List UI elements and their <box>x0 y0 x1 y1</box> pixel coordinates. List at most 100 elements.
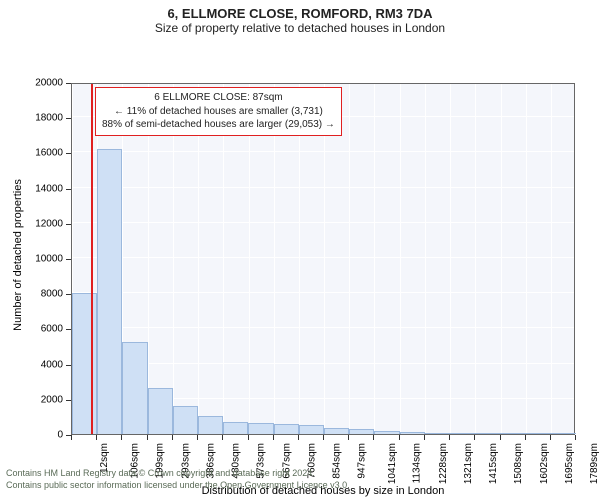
gridline-v <box>425 84 426 434</box>
x-tick <box>273 435 274 440</box>
histogram-bar <box>324 428 349 434</box>
marker-line <box>91 84 93 434</box>
x-tick-label: 1134sqm <box>412 443 423 483</box>
x-tick <box>298 435 299 440</box>
annotation-line: ← 11% of detached houses are smaller (3,… <box>102 105 335 119</box>
histogram-bar <box>526 433 551 434</box>
x-tick <box>248 435 249 440</box>
histogram-bar <box>349 429 374 434</box>
x-tick <box>449 435 450 440</box>
y-tick-label: 18000 <box>0 113 63 124</box>
x-tick <box>373 435 374 440</box>
x-tick <box>474 435 475 440</box>
x-tick <box>575 435 576 440</box>
x-tick <box>525 435 526 440</box>
gridline-v <box>374 84 375 434</box>
y-tick-label: 0 <box>0 430 63 441</box>
y-tick <box>66 365 71 366</box>
plot-area <box>71 83 575 435</box>
histogram-bar <box>425 433 450 434</box>
histogram-bar <box>374 431 399 434</box>
gridline-v <box>198 84 199 434</box>
y-tick-label: 20000 <box>0 78 63 89</box>
y-tick-label: 6000 <box>0 324 63 335</box>
y-tick <box>66 83 71 84</box>
x-tick <box>550 435 551 440</box>
x-tick <box>222 435 223 440</box>
gridline-v <box>551 84 552 434</box>
histogram-bar <box>551 433 576 434</box>
x-tick <box>323 435 324 440</box>
y-tick-label: 16000 <box>0 148 63 159</box>
gridline-v <box>576 84 577 434</box>
title-line2: Size of property relative to detached ho… <box>0 21 600 35</box>
y-axis-label: Number of detached properties <box>12 105 24 405</box>
x-tick-label: 947sqm <box>357 443 368 479</box>
y-tick-label: 8000 <box>0 289 63 300</box>
histogram-bar <box>299 425 324 434</box>
x-tick <box>172 435 173 440</box>
gridline-v <box>249 84 250 434</box>
histogram-bar <box>450 433 475 434</box>
x-tick <box>399 435 400 440</box>
histogram-bar <box>400 432 425 434</box>
gridline-v <box>299 84 300 434</box>
histogram-bar <box>122 342 147 434</box>
y-tick <box>66 153 71 154</box>
gridline-h <box>72 81 574 82</box>
footer-text: Contains HM Land Registry data © Crown c… <box>6 468 350 491</box>
x-tick <box>96 435 97 440</box>
title-line1: 6, ELLMORE CLOSE, ROMFORD, RM3 7DA <box>0 6 600 21</box>
gridline-v <box>223 84 224 434</box>
x-tick-label: 1228sqm <box>438 443 449 484</box>
histogram-bar <box>198 416 223 434</box>
annotation-line: 88% of semi-detached houses are larger (… <box>102 118 335 132</box>
histogram-bar <box>97 149 122 434</box>
annotation-box: 6 ELLMORE CLOSE: 87sqm← 11% of detached … <box>95 87 342 136</box>
x-tick-label: 1041sqm <box>387 443 398 484</box>
histogram-bar <box>274 424 299 434</box>
y-tick-label: 4000 <box>0 359 63 370</box>
x-tick-label: 1602sqm <box>539 443 550 484</box>
x-tick <box>121 435 122 440</box>
x-tick <box>147 435 148 440</box>
y-tick-label: 10000 <box>0 254 63 265</box>
x-tick-label: 1695sqm <box>564 443 575 484</box>
x-tick-label: 1321sqm <box>463 443 474 484</box>
y-tick <box>66 224 71 225</box>
y-tick-label: 12000 <box>0 218 63 229</box>
y-tick <box>66 189 71 190</box>
y-tick <box>66 294 71 295</box>
gridline-v <box>274 84 275 434</box>
histogram-bar <box>500 433 525 434</box>
y-tick-label: 2000 <box>0 394 63 405</box>
histogram-bar <box>72 293 97 434</box>
y-tick-label: 14000 <box>0 183 63 194</box>
y-tick <box>66 259 71 260</box>
x-tick <box>71 435 72 440</box>
footer-line1: Contains HM Land Registry data © Crown c… <box>6 468 350 480</box>
gridline-v <box>501 84 502 434</box>
x-tick <box>348 435 349 440</box>
histogram-bar <box>475 433 500 434</box>
gridline-v <box>173 84 174 434</box>
x-tick-label: 1415sqm <box>488 443 499 484</box>
gridline-v <box>400 84 401 434</box>
histogram-bar <box>148 388 173 434</box>
page-title: 6, ELLMORE CLOSE, ROMFORD, RM3 7DA Size … <box>0 0 600 35</box>
footer-line2: Contains public sector information licen… <box>6 480 350 492</box>
gridline-v <box>475 84 476 434</box>
gridline-v <box>349 84 350 434</box>
x-tick <box>500 435 501 440</box>
histogram-bar <box>223 422 248 434</box>
x-tick <box>197 435 198 440</box>
x-tick-label: 1789sqm <box>589 443 600 484</box>
x-tick <box>424 435 425 440</box>
gridline-v <box>526 84 527 434</box>
y-tick <box>66 118 71 119</box>
histogram-bar <box>248 423 273 434</box>
y-tick <box>66 329 71 330</box>
gridline-v <box>148 84 149 434</box>
annotation-line: 6 ELLMORE CLOSE: 87sqm <box>102 91 335 105</box>
histogram-bar <box>173 406 198 434</box>
